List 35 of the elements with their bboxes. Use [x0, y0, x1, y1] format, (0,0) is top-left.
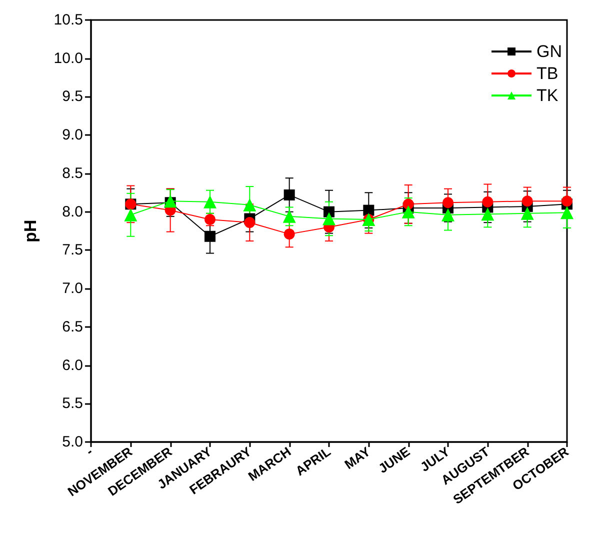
y-tick-label: 10.5	[54, 12, 83, 28]
point	[284, 228, 295, 240]
point	[522, 196, 533, 207]
point	[442, 197, 454, 208]
y-tick-label: 9.5	[62, 88, 83, 106]
point	[284, 189, 295, 200]
y-tick-label: 8.5	[62, 164, 83, 182]
y-tick-label: 7.5	[62, 242, 83, 259]
point	[124, 208, 138, 222]
point	[481, 208, 494, 221]
point	[243, 198, 256, 212]
legend-label: TB	[536, 64, 558, 83]
point	[204, 195, 216, 208]
point	[402, 205, 415, 218]
y-tick-label: 8.0	[62, 203, 83, 220]
legend-label: GN	[536, 42, 562, 61]
point	[560, 206, 574, 220]
point	[164, 194, 177, 208]
y-tick-label: 6.5	[62, 318, 83, 336]
y-tick-label: 5.0	[62, 434, 83, 450]
y-tick-label: 10.0	[54, 50, 83, 67]
y-tick-label: 7.0	[62, 280, 83, 298]
point	[282, 210, 296, 223]
point	[442, 208, 454, 222]
point	[322, 212, 336, 226]
point	[204, 230, 216, 242]
y-tick-label: 6.0	[62, 356, 83, 374]
y-tick-label: 5.5	[62, 395, 83, 412]
y-tick-label: 9.0	[62, 126, 83, 144]
point	[482, 196, 494, 208]
legend-label: TK	[536, 86, 559, 105]
y-axis-title: pH	[21, 220, 40, 242]
point	[244, 217, 256, 228]
point	[562, 196, 572, 207]
point	[520, 206, 534, 220]
